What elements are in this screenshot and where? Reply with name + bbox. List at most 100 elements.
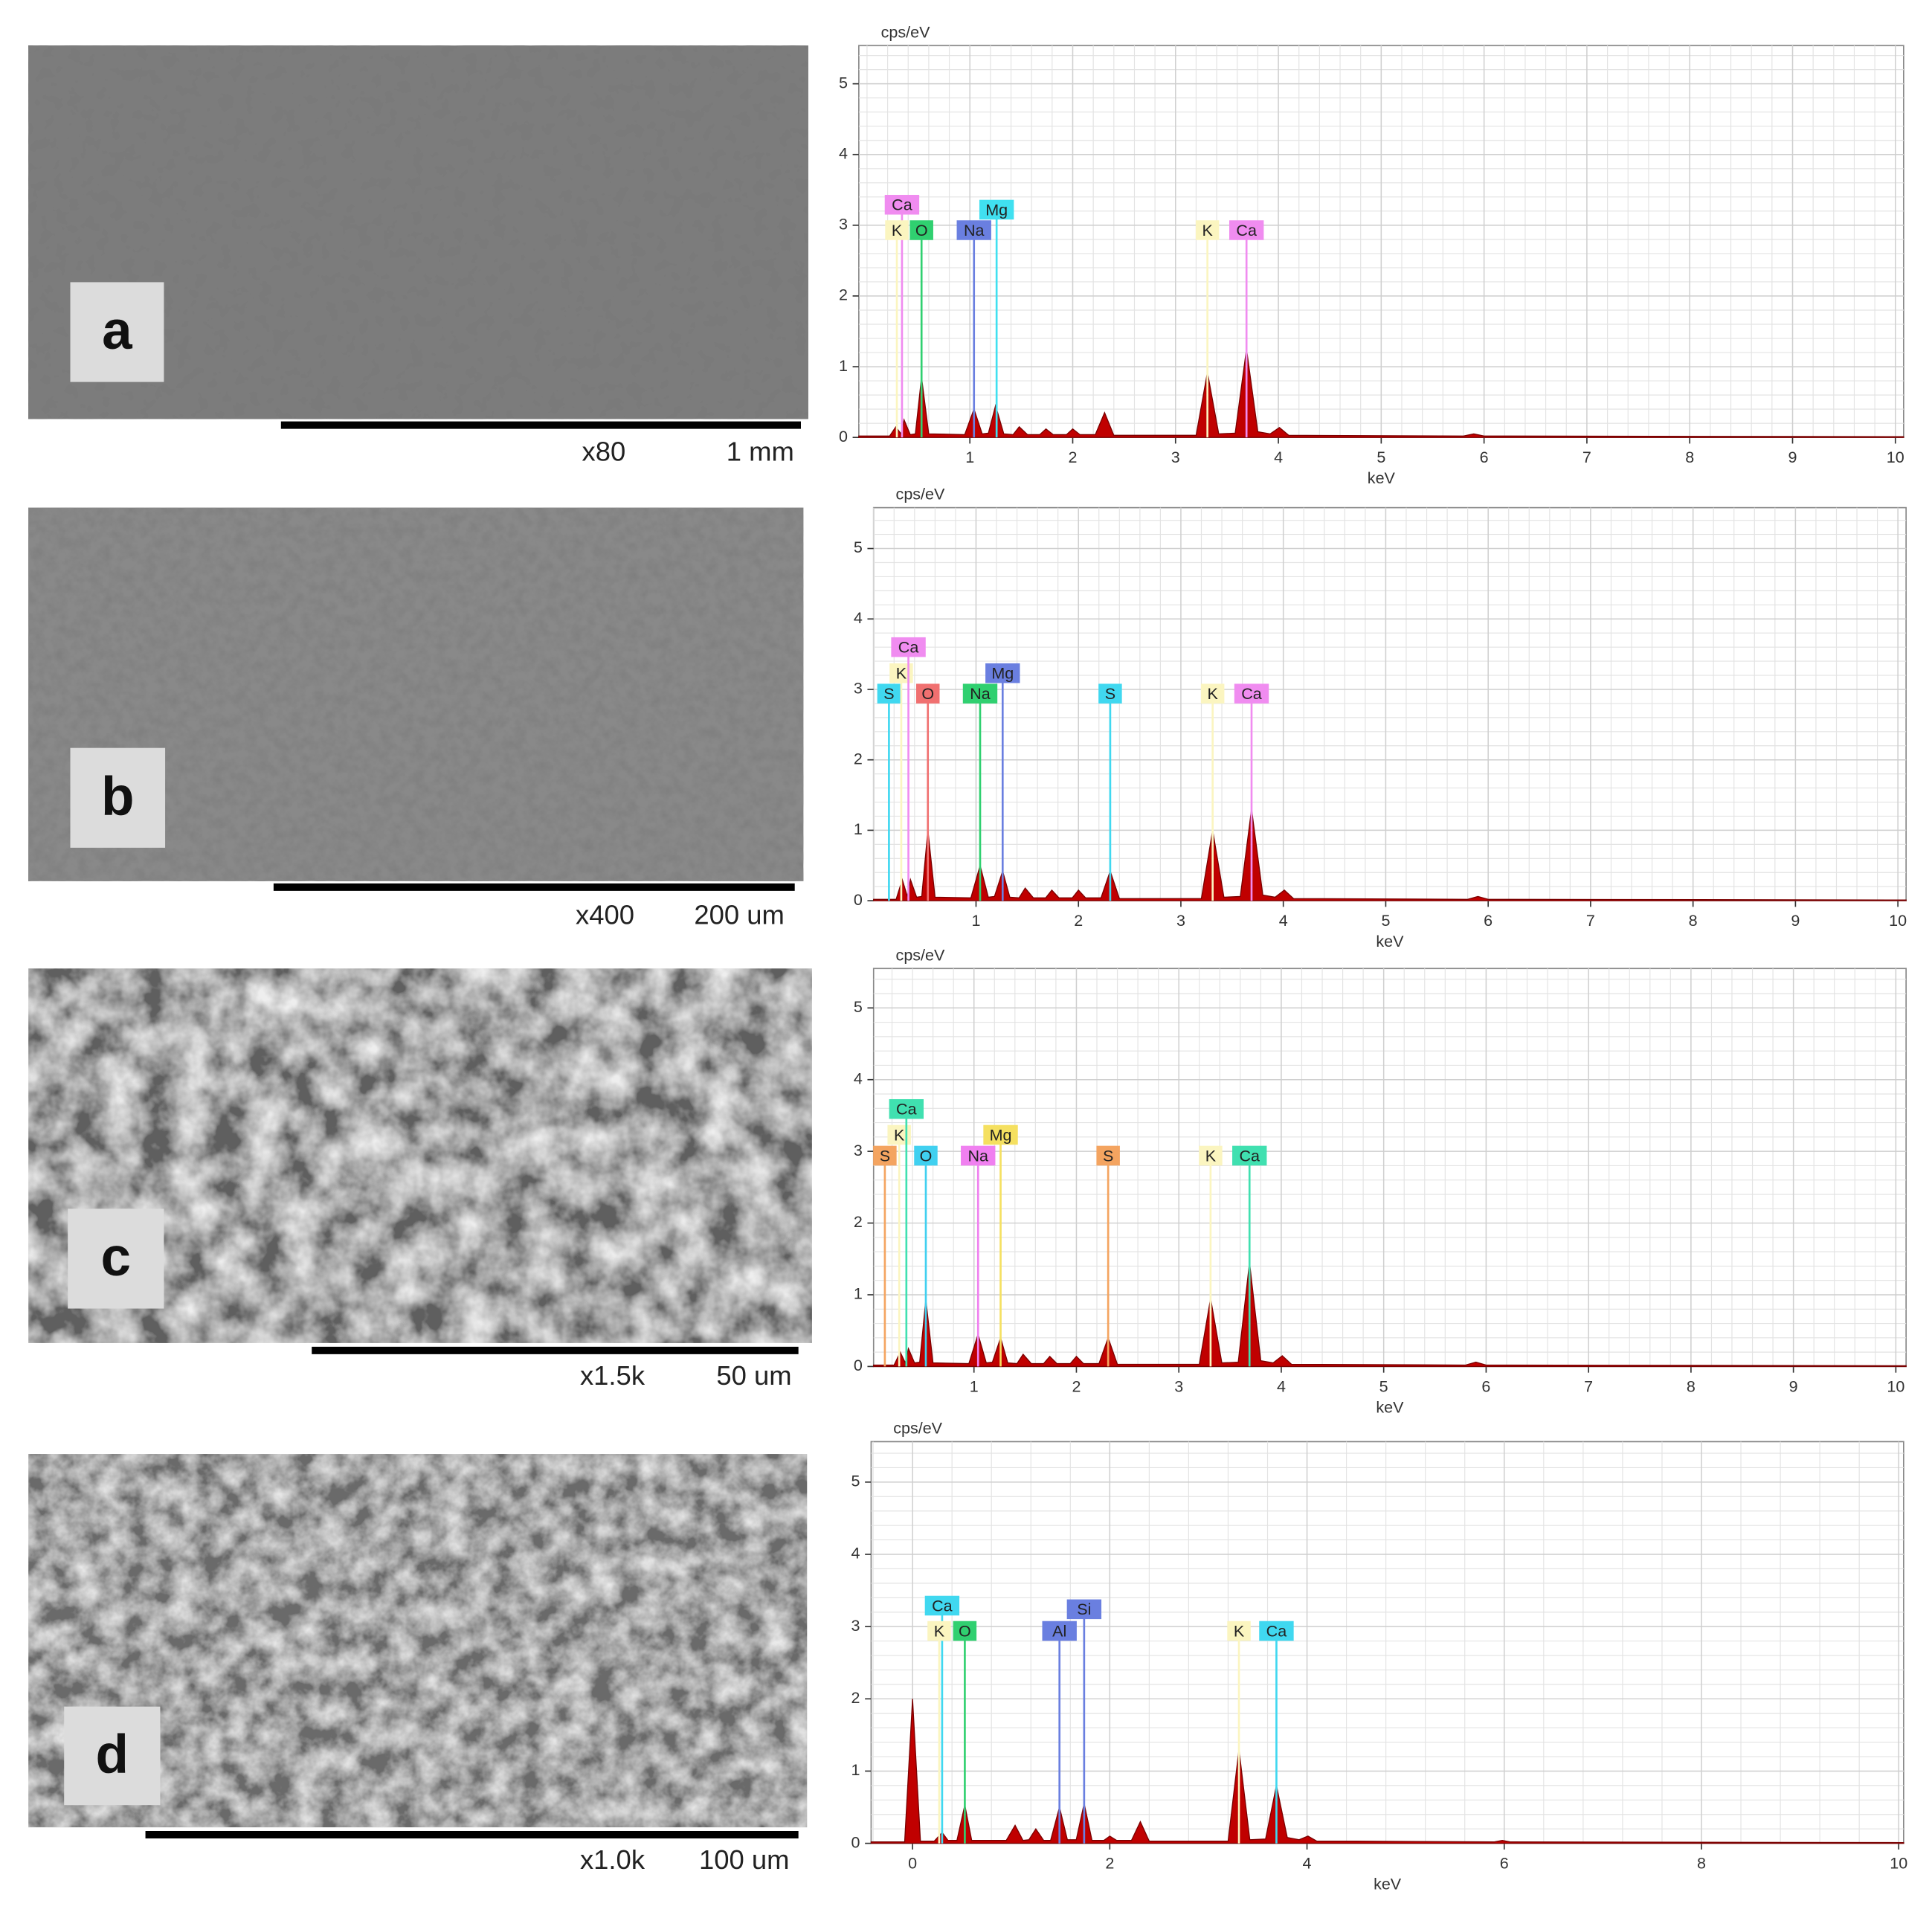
- element-tag: [924, 1595, 960, 1616]
- element-label: Ca: [1266, 1622, 1287, 1640]
- element-label: Al: [1052, 1622, 1066, 1640]
- element-tag: [1229, 220, 1264, 240]
- element-label: K: [892, 222, 903, 239]
- element-tag: [885, 220, 909, 240]
- x-tick-label: 9: [1789, 1377, 1798, 1395]
- x-tick-label: 6: [1481, 1377, 1490, 1395]
- x-axis-label: keV: [1368, 469, 1396, 487]
- scale-label: 1 mm: [727, 436, 794, 466]
- x-tick-label: 2: [1105, 1854, 1114, 1872]
- x-axis-label: keV: [1376, 1398, 1404, 1416]
- y-tick-label: 4: [839, 144, 848, 162]
- panel-label-box: [64, 1706, 161, 1806]
- magnification: x400: [576, 899, 634, 930]
- magnification: x80: [582, 436, 626, 466]
- element-tag: [1232, 1145, 1267, 1166]
- element-label: K: [1234, 1622, 1245, 1640]
- element-tag: [1234, 683, 1269, 704]
- element-label: Mg: [985, 201, 1008, 219]
- spectrum: [873, 1262, 1907, 1368]
- element-tag: [1066, 1599, 1102, 1620]
- element-label: Ca: [892, 196, 912, 214]
- element-label: K: [1205, 1147, 1217, 1165]
- element-label: Na: [970, 685, 991, 703]
- panel-label: c: [101, 1227, 132, 1287]
- y-axis-label: cps/eV: [893, 1420, 942, 1438]
- y-tick-label: 1: [839, 357, 848, 375]
- spectrum: [858, 349, 1904, 438]
- y-axis-label: cps/eV: [896, 486, 945, 503]
- element-label: O: [959, 1622, 971, 1640]
- y-tick-label: 5: [839, 74, 848, 91]
- element-tag: [889, 1098, 924, 1119]
- element-tag: [985, 663, 1020, 683]
- panel-label: b: [101, 766, 135, 826]
- x-tick-label: 9: [1791, 912, 1800, 930]
- element-label: Mg: [990, 1126, 1012, 1144]
- element-tag: [909, 220, 933, 240]
- y-tick-label: 3: [851, 1617, 860, 1635]
- element-label: Ca: [1236, 222, 1257, 239]
- element-tag: [1199, 1145, 1223, 1166]
- panel-label: d: [96, 1725, 129, 1785]
- x-tick-label: 3: [1176, 912, 1185, 930]
- y-tick-label: 3: [854, 680, 863, 698]
- element-tag: [961, 1145, 996, 1166]
- element-label: Ca: [1239, 1147, 1260, 1165]
- element-tag: [953, 1621, 977, 1641]
- x-tick-label: 4: [1274, 448, 1283, 466]
- y-tick-label: 0: [854, 1357, 863, 1374]
- y-tick-label: 1: [851, 1761, 860, 1779]
- y-axis-label: cps/eV: [896, 946, 945, 964]
- element-tag: [956, 220, 991, 240]
- x-tick-label: 2: [1069, 448, 1078, 466]
- y-tick-label: 3: [854, 1142, 863, 1159]
- plot-area: [872, 506, 1907, 901]
- panel-label-box: [70, 747, 166, 848]
- x-tick-label: 10: [1887, 1377, 1904, 1395]
- x-tick-label: 6: [1484, 912, 1493, 930]
- x-tick-label: 4: [1277, 1377, 1286, 1395]
- element-tag: [927, 1621, 951, 1641]
- y-axis-label: cps/eV: [881, 23, 930, 41]
- y-tick-label: 4: [854, 1069, 863, 1087]
- x-tick-label: 10: [1890, 1854, 1907, 1872]
- plot-area: [872, 968, 1907, 1368]
- y-tick-label: 2: [854, 750, 863, 767]
- y-tick-label: 3: [839, 216, 848, 234]
- element-tag: [1042, 1621, 1077, 1641]
- element-label: Na: [967, 1147, 988, 1165]
- scale-label: 200 um: [694, 899, 785, 930]
- x-tick-label: 1: [965, 448, 974, 466]
- element-tag: [891, 637, 926, 657]
- scale-label: 50 um: [716, 1360, 791, 1391]
- panel-label: a: [102, 300, 132, 361]
- magnification: x1.5k: [580, 1360, 645, 1391]
- x-tick-label: 5: [1376, 448, 1385, 466]
- element-label: Mg: [991, 665, 1014, 683]
- y-tick-label: 4: [854, 609, 863, 627]
- element-tag: [1098, 683, 1122, 704]
- x-tick-label: 6: [1480, 448, 1489, 466]
- x-tick-label: 3: [1174, 1377, 1183, 1395]
- x-tick-label: 7: [1582, 448, 1591, 466]
- x-tick-label: 10: [1889, 912, 1907, 930]
- x-tick-label: 8: [1697, 1854, 1706, 1872]
- element-label: Ca: [898, 638, 919, 656]
- element-label: K: [896, 665, 907, 683]
- element-label: Ca: [932, 1597, 953, 1615]
- y-tick-label: 2: [854, 1213, 863, 1231]
- x-tick-label: 6: [1500, 1854, 1509, 1872]
- element-tag: [1096, 1145, 1120, 1166]
- x-tick-label: 1: [971, 912, 980, 930]
- x-tick-label: 3: [1171, 448, 1180, 466]
- element-label: O: [915, 222, 928, 239]
- element-tag: [1195, 220, 1220, 240]
- x-tick-label: 4: [1279, 912, 1288, 930]
- element-tag: [962, 683, 998, 704]
